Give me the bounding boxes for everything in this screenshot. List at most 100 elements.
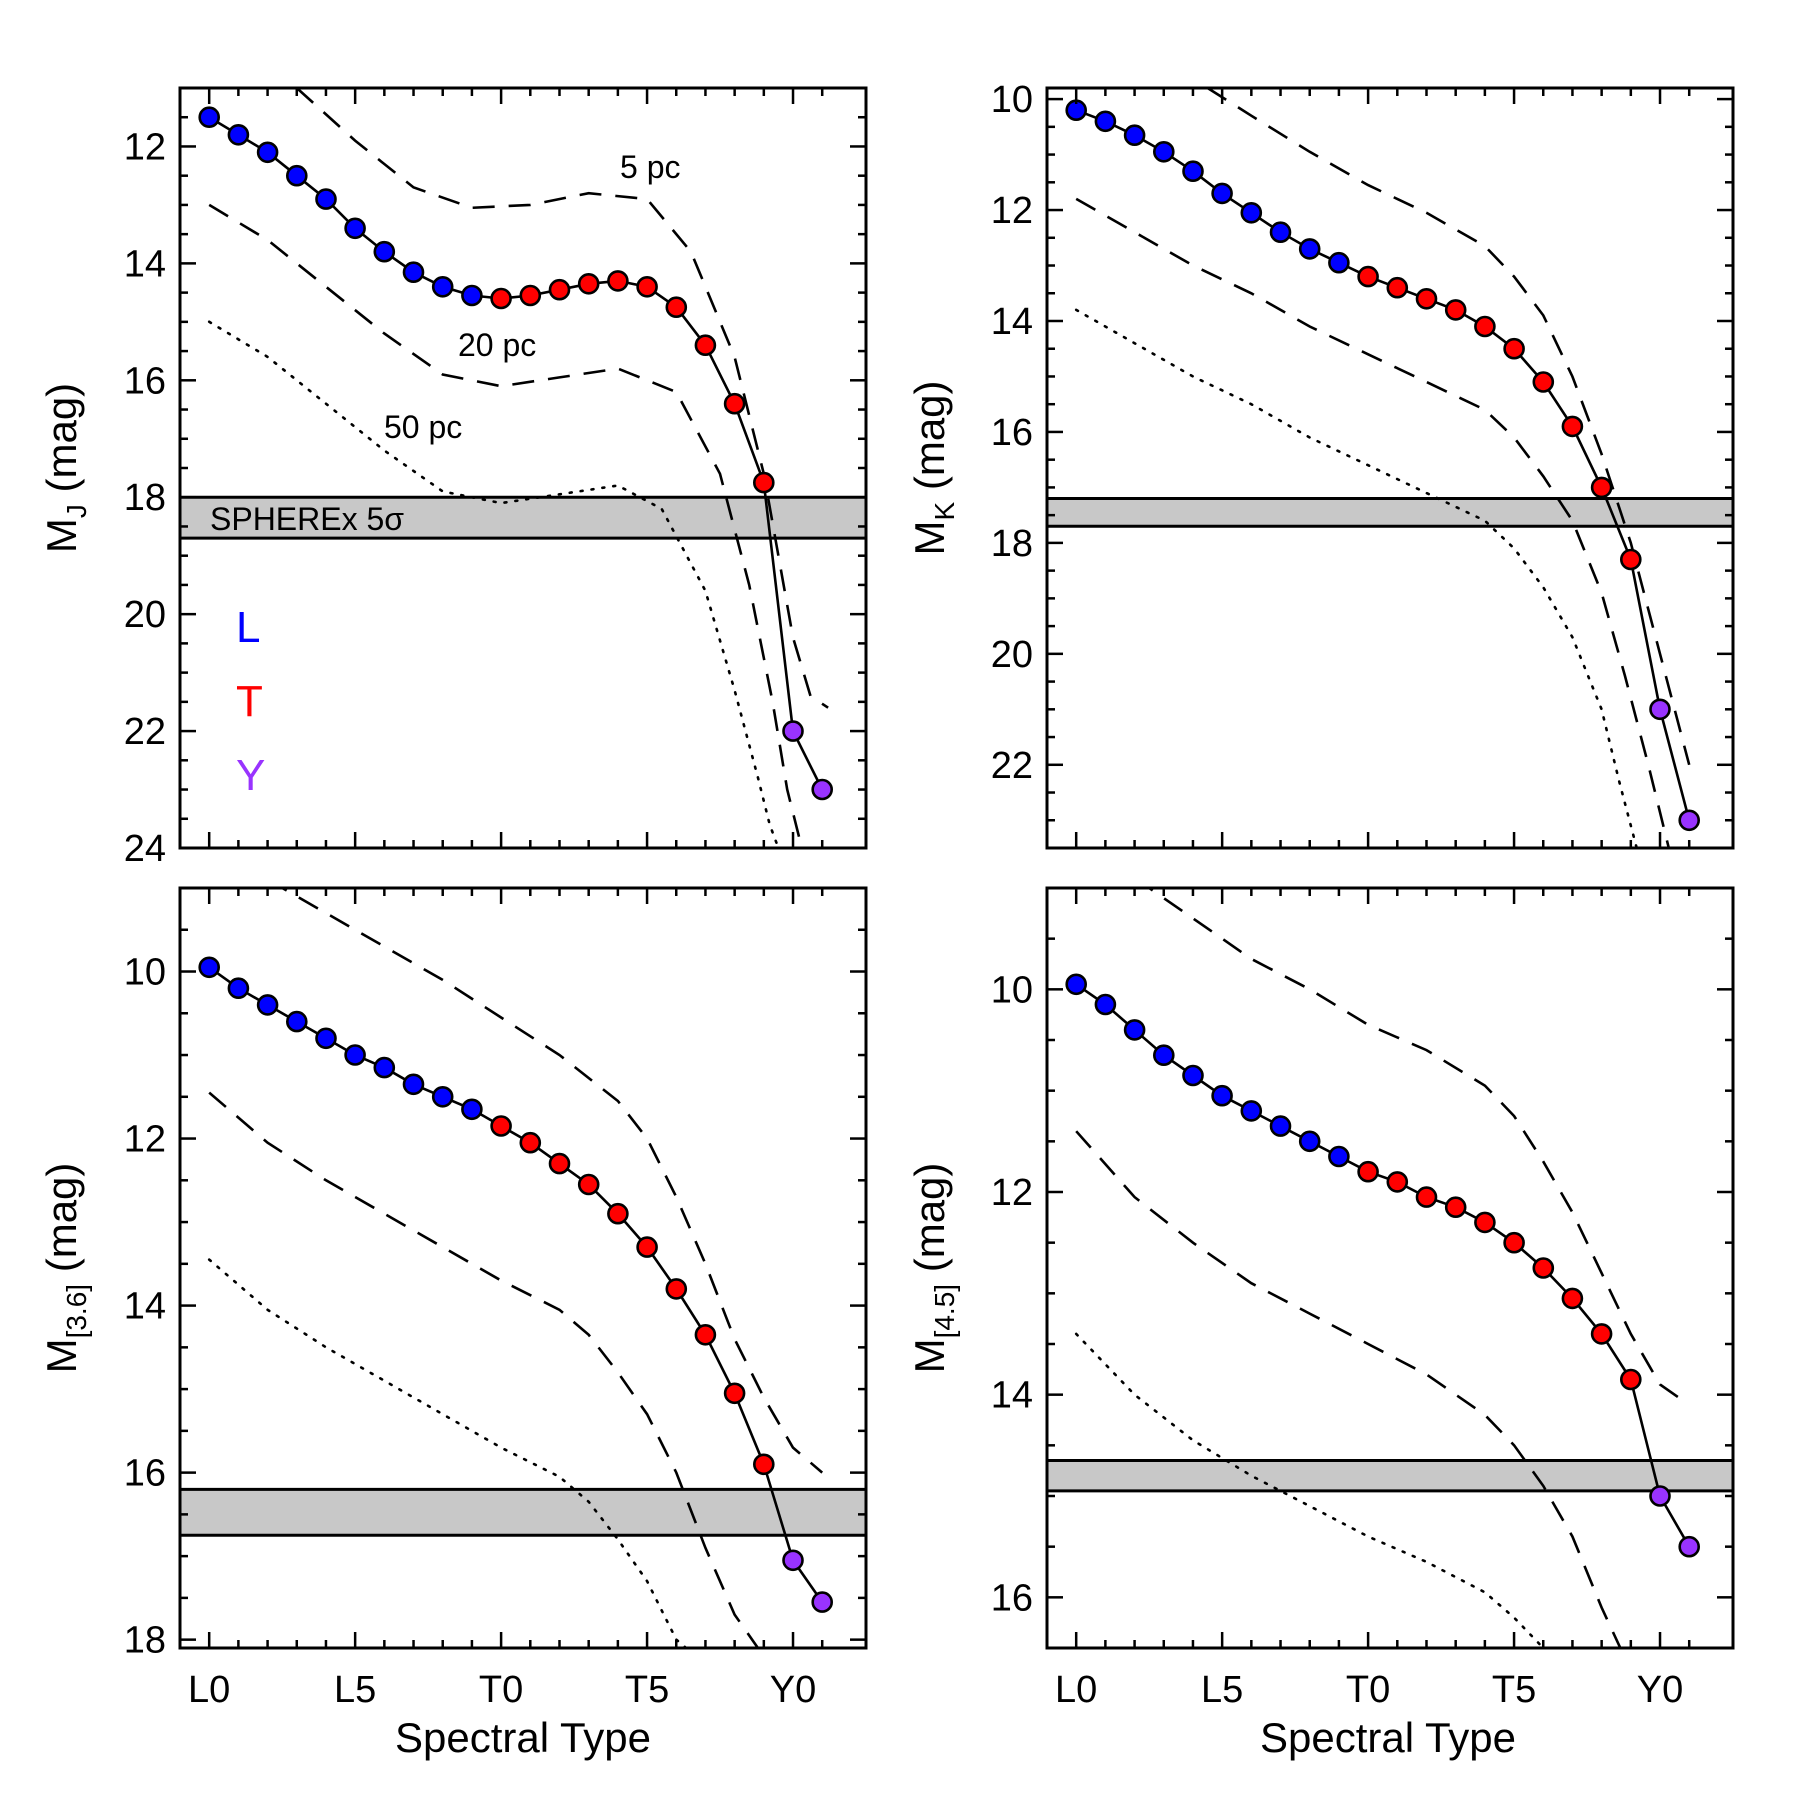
distance-curve-50pc	[1074, 1332, 1548, 1648]
data-point	[198, 956, 220, 979]
data-point	[519, 284, 542, 307]
x-tick-label: T0	[479, 1669, 523, 1711]
y-tick-label: 12	[991, 1172, 1033, 1214]
spherex-band	[1047, 1460, 1733, 1491]
data-point	[227, 124, 250, 146]
data-point	[315, 188, 337, 210]
annotation-5pc: 5 pc	[620, 149, 680, 185]
data-point	[461, 1098, 483, 1121]
y-tick-label: 16	[124, 1453, 166, 1495]
data-point	[1474, 315, 1496, 338]
y-tick-label: 22	[991, 745, 1033, 787]
distance-curve-5pc	[1206, 88, 1691, 766]
data-point	[782, 1549, 804, 1572]
sequence-line	[208, 116, 824, 791]
y-tick-label: 20	[991, 634, 1033, 676]
distance-curve-20pc	[1075, 197, 1671, 848]
plot-frame	[1045, 886, 1735, 1650]
data-point	[723, 392, 746, 415]
y-axis-label: MK (mag)	[906, 380, 960, 555]
data-point	[344, 217, 366, 240]
data-point	[752, 471, 775, 494]
distance-curve-5pc	[1146, 888, 1690, 1406]
distance-curve-5pc	[279, 888, 824, 1474]
data-point	[1269, 1115, 1292, 1137]
spherex-band	[180, 497, 866, 539]
data-point	[1269, 221, 1292, 243]
data-point	[1415, 1186, 1438, 1208]
y-tick-label: 20	[124, 594, 166, 636]
distance-curve-20pc	[1075, 1130, 1622, 1648]
data-point	[1211, 182, 1233, 205]
data-point	[577, 272, 600, 295]
data-point	[1444, 1196, 1467, 1218]
data-point	[1328, 251, 1350, 274]
legend-l: L	[236, 603, 260, 652]
data-point	[1211, 1084, 1233, 1107]
data-point	[723, 1382, 746, 1405]
data-point	[402, 1073, 425, 1096]
sequence-line	[1075, 108, 1691, 821]
data-point	[811, 1591, 834, 1613]
data-point	[782, 720, 804, 742]
data-point	[548, 1152, 571, 1175]
data-point	[1386, 1171, 1409, 1193]
data-point	[1444, 299, 1467, 321]
data-point	[1328, 1145, 1350, 1168]
legend-t: T	[236, 677, 263, 726]
y-axis-label: M[4.5] (mag)	[906, 1163, 960, 1374]
data-point	[519, 1131, 542, 1154]
y-tick-label: 14	[991, 301, 1033, 343]
data-point	[1561, 415, 1584, 438]
data-point	[607, 270, 629, 292]
data-point	[1532, 1257, 1555, 1279]
sequence-line	[208, 966, 824, 1603]
x-axis-label-bottom-right: Spectral Type	[1260, 1714, 1516, 1761]
plot-frame	[178, 886, 868, 1650]
data-point	[373, 240, 396, 263]
data-point	[577, 1173, 600, 1196]
data-point	[1094, 993, 1117, 1016]
y-tick-label: 14	[124, 243, 166, 285]
x-tick-label: L5	[334, 1669, 376, 1711]
y-tick-label: 14	[124, 1286, 166, 1328]
panel-mk: 10 12 14 16 18 20 22 MK (mag)	[906, 79, 1735, 850]
data-point	[373, 1056, 396, 1079]
spherex-band	[1047, 498, 1733, 527]
data-point	[1357, 1160, 1379, 1183]
data-point	[256, 141, 279, 164]
data-point	[1094, 110, 1117, 133]
data-point	[1532, 371, 1555, 393]
data-point	[1503, 337, 1525, 360]
data-point	[227, 977, 250, 1000]
data-point	[811, 778, 834, 801]
panel-mj: 12 14 16 18 20 22 24 MJ (mag)	[38, 86, 868, 870]
data-point	[1065, 973, 1087, 996]
data-point	[1503, 1231, 1525, 1254]
data-point	[1153, 141, 1175, 163]
y-tick-label: 18	[991, 523, 1033, 565]
distance-curve-20pc	[208, 203, 804, 848]
x-tick-label: L0	[1055, 1669, 1097, 1711]
data-point	[256, 994, 279, 1016]
data-point	[1649, 1485, 1671, 1507]
y-tick-label: 22	[124, 711, 166, 753]
legend-y: Y	[236, 751, 265, 800]
sphere-band-label: SPHEREx 5σ	[210, 501, 404, 537]
data-point	[1620, 1368, 1642, 1391]
distance-curve-50pc	[207, 1258, 689, 1648]
data-point	[694, 334, 717, 357]
data-point	[665, 1278, 688, 1300]
data-point	[431, 1086, 454, 1108]
data-point	[636, 1236, 658, 1258]
data-point	[1298, 1130, 1321, 1153]
distance-curve-20pc	[208, 1091, 760, 1648]
data-point	[315, 1027, 337, 1050]
y-tick-label: 10	[991, 79, 1033, 121]
data-point	[607, 1202, 629, 1225]
y-tick-label: 12	[124, 126, 166, 168]
y-tick-label: 12	[124, 1119, 166, 1161]
y-tick-label: 10	[124, 952, 166, 994]
x-tick-label: T5	[625, 1669, 669, 1711]
